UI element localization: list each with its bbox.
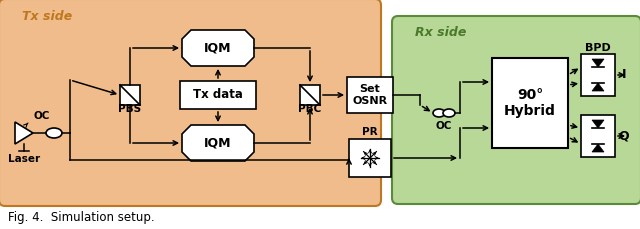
Polygon shape	[592, 59, 604, 67]
Bar	[180, 81, 256, 109]
Text: PBS: PBS	[118, 104, 141, 114]
Text: Rx side: Rx side	[415, 26, 467, 39]
Text: Q: Q	[619, 130, 629, 142]
Polygon shape	[182, 125, 254, 161]
Bar	[300, 85, 320, 105]
Polygon shape	[15, 122, 33, 144]
Text: Tx side: Tx side	[22, 10, 72, 23]
Bar	[120, 85, 140, 105]
Text: Laser: Laser	[8, 154, 40, 164]
Text: OC: OC	[34, 111, 50, 121]
Text: OC: OC	[436, 121, 452, 131]
Ellipse shape	[443, 109, 455, 117]
Text: PR: PR	[362, 127, 378, 137]
Bar	[349, 139, 391, 177]
Text: IQM: IQM	[204, 41, 232, 55]
Text: Fig. 4.  Simulation setup.: Fig. 4. Simulation setup.	[8, 212, 155, 224]
Ellipse shape	[433, 109, 445, 117]
Polygon shape	[182, 30, 254, 66]
Text: IQM: IQM	[204, 136, 232, 150]
Text: Set
OSNR: Set OSNR	[353, 84, 388, 106]
Text: BPD: BPD	[585, 43, 611, 53]
Text: PBC: PBC	[298, 104, 322, 114]
Bar	[347, 77, 393, 113]
Polygon shape	[592, 83, 604, 91]
Text: Tx data: Tx data	[193, 88, 243, 101]
Bar	[581, 54, 615, 96]
Polygon shape	[592, 144, 604, 152]
Ellipse shape	[46, 128, 62, 138]
FancyBboxPatch shape	[392, 16, 640, 204]
Bar	[492, 58, 568, 148]
Text: I: I	[621, 68, 627, 82]
Bar	[581, 115, 615, 157]
FancyBboxPatch shape	[0, 0, 381, 206]
Polygon shape	[592, 120, 604, 128]
Text: 90°
Hybrid: 90° Hybrid	[504, 88, 556, 118]
